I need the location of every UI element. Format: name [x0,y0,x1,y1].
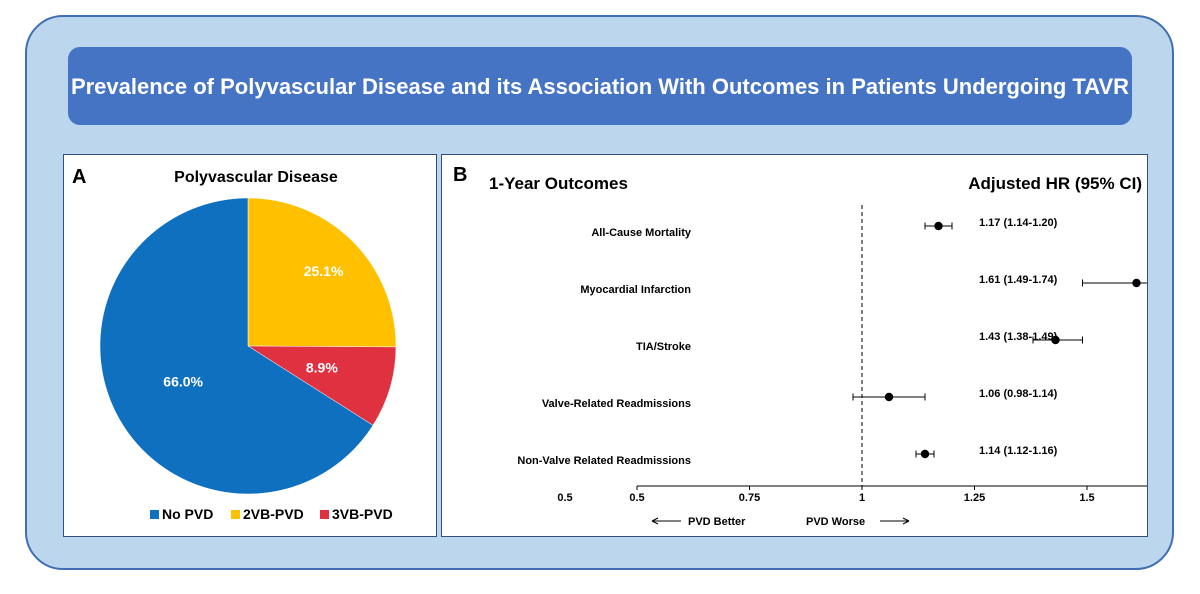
legend-swatch [320,510,329,519]
panel-a-letter: A [72,166,86,188]
hr-value-label: 1.17 (1.14-1.20) [979,217,1058,229]
panel-a: A Polyvascular Disease 25.1% 8.9% 66.0% No… [63,154,437,537]
forest-title: 1-Year Outcomes [489,174,628,193]
pie-value-label: 8.9% [306,360,338,376]
pie-chart: A Polyvascular Disease 25.1% 8.9% 66.0% No… [72,166,397,522]
legend-label: No PVD [162,506,213,522]
outcome-label: TIA/Stroke [636,341,691,353]
pie-slice-2vb-pvd [247,197,397,348]
hr-value-label: 1.06 (0.98-1.14) [979,388,1058,400]
pie-slice-3vb-pvd [247,345,397,426]
hr-point [934,221,943,231]
outcome-label: Myocardial Infarction [580,284,691,296]
outcome-label: Non-Valve Related Readmissions [517,455,691,467]
title-banner: Prevalence of Polyvascular Disease and i… [68,47,1132,125]
legend-swatch [231,510,240,519]
legend-label: 2VB-PVD [243,506,304,522]
outcome-label: All-Cause Mortality [591,227,692,239]
x-tick-label: 0.5 [629,492,644,504]
pie-value-label: 25.1% [304,263,344,279]
hr-point [1132,278,1141,288]
panel-b-letter: B [453,164,467,186]
page-title: Prevalence of Polyvascular Disease and i… [70,73,1130,99]
hr-header: Adjusted HR (95% CI) [968,174,1142,193]
x-tick-label: 0.5 [557,492,572,504]
x-tick-label: 1.25 [964,492,985,504]
pie-slice-no-pvd [99,197,374,495]
better-arrow-head [651,517,659,525]
hr-point [884,392,894,402]
hr-point [920,449,930,459]
worse-label: PVD Worse [806,516,865,528]
legend-label: 3VB-PVD [332,506,393,522]
x-tick-label: 0.75 [739,492,760,504]
better-label: PVD Better [688,516,746,528]
x-tick-label: 1.5 [1079,492,1094,504]
worse-arrow-head [902,517,910,525]
hr-value-label: 1.43 (1.38-1.49) [979,331,1058,343]
panel-b: B 1-Year Outcomes Adjusted HR (95% CI) A… [441,154,1200,537]
x-tick-label: 1 [859,492,865,504]
hr-point [1051,335,1060,345]
pie-value-label: 66.0% [163,374,203,390]
hr-value-label: 1.61 (1.49-1.74) [979,274,1058,286]
outcome-label: Valve-Related Readmissions [542,398,691,410]
forest-plot: B 1-Year Outcomes Adjusted HR (95% CI) A… [453,164,1200,528]
hr-value-label: 1.14 (1.12-1.16) [979,445,1058,457]
pie-title: Polyvascular Disease [174,169,338,186]
legend-swatch [150,510,159,519]
